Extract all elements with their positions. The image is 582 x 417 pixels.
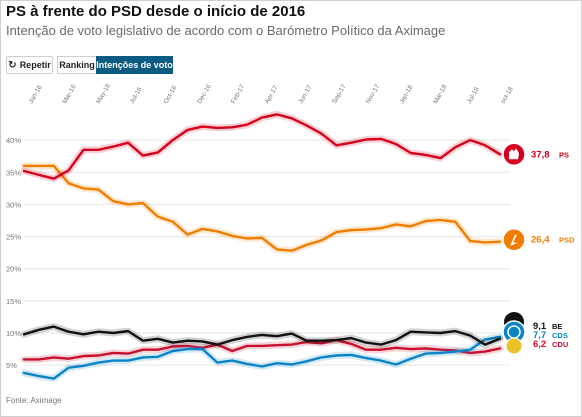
x-tick-label: Jan-18 bbox=[399, 84, 415, 105]
repeat-button-label: Repetir bbox=[19, 60, 51, 70]
x-tick-label: May-16 bbox=[95, 82, 112, 105]
cdu-end-name: CDU bbox=[552, 340, 568, 349]
series-line-cds bbox=[22, 335, 502, 380]
arrow-icon bbox=[510, 234, 518, 246]
series-line-cdu bbox=[22, 338, 502, 361]
ps-end-name: PS bbox=[559, 150, 569, 159]
chart-subtitle: Intenção de voto legislativo de acordo c… bbox=[6, 23, 446, 38]
x-tick-label: Mar-16 bbox=[61, 83, 78, 105]
y-tick-label: 20% bbox=[6, 265, 21, 274]
x-tick-label: Apr-17 bbox=[264, 84, 280, 105]
y-tick-label: 40% bbox=[6, 136, 21, 145]
y-tick-label: 30% bbox=[6, 200, 21, 209]
cds-end-name: CDS bbox=[552, 331, 568, 340]
cdu-logo bbox=[505, 337, 523, 355]
be-end-name: BE bbox=[552, 322, 562, 331]
series-halo-ps bbox=[20, 110, 504, 183]
chart-title: PS à frente do PSD desde o início de 201… bbox=[6, 3, 306, 20]
cdu-end-value: 6,2 bbox=[533, 339, 546, 350]
series-line-ps bbox=[22, 113, 502, 180]
voting-intentions-tab[interactable]: Intenções de voto bbox=[96, 56, 173, 74]
x-tick-label: Jul-18 bbox=[466, 86, 481, 105]
y-tick-label: 15% bbox=[6, 297, 21, 306]
source-note: Fonte: Aximage bbox=[6, 396, 62, 405]
y-tick-label: 25% bbox=[6, 233, 21, 242]
ps-end-value: 37,8 bbox=[531, 149, 550, 160]
x-tick-label: Jun-17 bbox=[297, 84, 313, 105]
psd-end-name: PSD bbox=[559, 236, 575, 245]
x-tick-label: Sep-17 bbox=[331, 83, 348, 105]
x-tick-label: Dec-16 bbox=[196, 83, 213, 105]
series-line-psd bbox=[22, 164, 502, 252]
y-tick-label: 10% bbox=[6, 329, 21, 338]
series-line-be bbox=[22, 325, 502, 346]
x-tick-label: Oct-16 bbox=[163, 84, 179, 105]
cds-end-value: 7,7 bbox=[533, 330, 546, 341]
x-tick-label: oct-18 bbox=[500, 86, 515, 105]
ranking-tab-label: Ranking bbox=[59, 60, 95, 70]
y-tick-label: 5% bbox=[6, 361, 17, 370]
repeat-button[interactable]: ↻ Repetir bbox=[6, 56, 53, 74]
ranking-tab[interactable]: Ranking bbox=[57, 56, 96, 74]
voting-intentions-tab-label: Intenções de voto bbox=[96, 60, 173, 70]
psd-end-value: 26,4 bbox=[531, 235, 550, 246]
refresh-icon: ↻ bbox=[8, 59, 17, 71]
x-tick-label: Feb-17 bbox=[230, 83, 247, 105]
x-tick-label: Nov-17 bbox=[365, 83, 382, 105]
fist-icon bbox=[509, 148, 519, 160]
y-tick-label: 35% bbox=[6, 168, 21, 177]
x-tick-label: Jul-16 bbox=[129, 86, 144, 105]
x-tick-label: Mar-18 bbox=[432, 83, 449, 105]
x-tick-label: Jan-16 bbox=[28, 84, 44, 105]
be-end-value: 9,1 bbox=[533, 321, 547, 332]
